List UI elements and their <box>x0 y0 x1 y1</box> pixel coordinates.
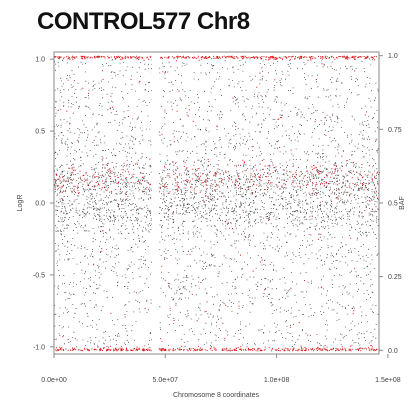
x-tick-label: 1.0e+08 <box>264 377 290 384</box>
centromere-gap <box>152 53 159 353</box>
y2-tick-label: 1.0 <box>388 53 398 60</box>
y-tick-label: 0.0 <box>35 201 45 208</box>
points-layer <box>54 53 380 353</box>
axes-layer: 0.0e+00 5.0e+07 1.0e+08 1.5e+08 1.0 0.5 0.0 -0.… <box>33 53 402 384</box>
y-axis-label: LogR <box>17 195 24 212</box>
y2-tick-label: 0.0 <box>388 348 398 355</box>
x-tick-label: 5.0e+07 <box>153 377 179 384</box>
y-tick-label: 0.5 <box>35 129 45 136</box>
y2-axis-label: BAF <box>399 196 406 210</box>
y-tick-label: 1.0 <box>35 57 45 64</box>
y2-tick-label: 0.5 <box>388 201 398 208</box>
x-tick-label: 0.0e+00 <box>41 377 67 384</box>
y2-tick-label: 0.25 <box>388 274 402 281</box>
y2-tick-label: 0.75 <box>388 127 402 134</box>
logr-series-points <box>54 59 379 347</box>
x-tick-label: 1.5e+08 <box>375 377 401 384</box>
y-tick-label: -1.0 <box>33 344 45 351</box>
x-axis-label: Chromosome 8 coordinates <box>173 392 259 399</box>
y-tick-label: -0.5 <box>33 272 45 279</box>
